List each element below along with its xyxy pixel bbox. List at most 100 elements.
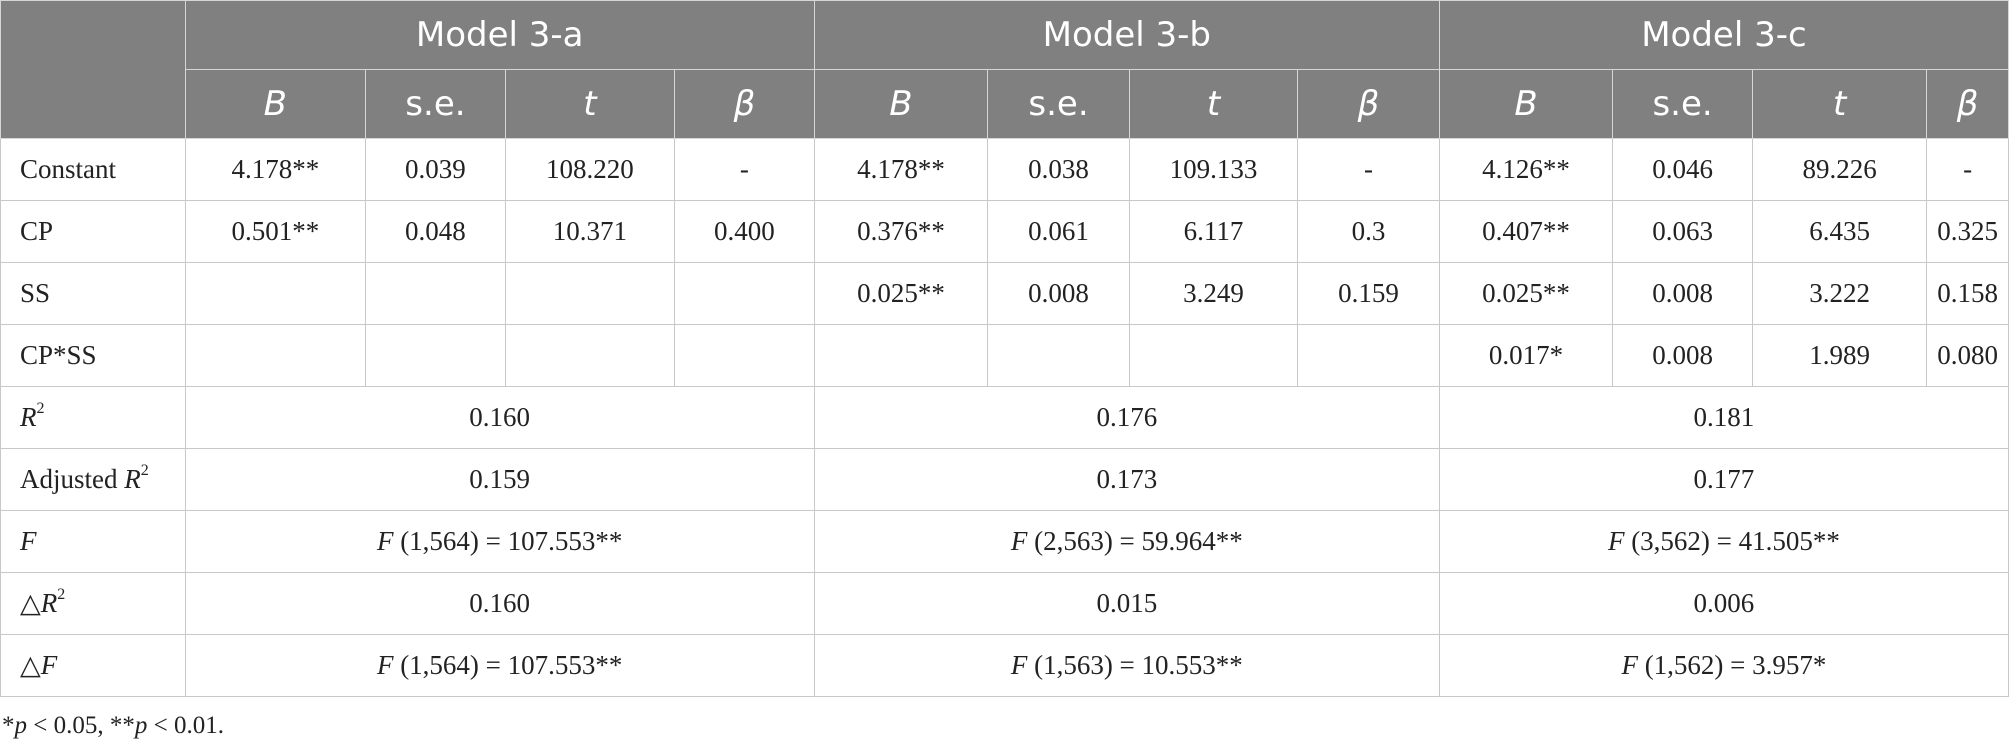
footnote-p: p [14,712,28,739]
row-label: △R2 [0,572,186,635]
table-cell: 0.063 [1612,200,1753,263]
f-symbol: F [1607,526,1625,556]
footnote-text: * [2,712,15,739]
summary-cell: F (2,563) = 59.964** [813,510,1440,573]
summary-cell: 0.006 [1438,572,2009,635]
footnote-text: < 0.05, ** [27,712,135,739]
summary-cell: 0.177 [1438,448,2009,511]
f-symbol: F [1010,526,1028,556]
column-header: B [813,69,989,139]
table-cell: 0.025** [813,262,989,325]
table-cell [1128,324,1299,387]
row-label: Constant [0,138,186,201]
table-row: SS 0.025** 0.008 3.249 0.159 0.025** 0.0… [0,262,2009,325]
column-header: t [504,69,676,139]
summary-cell: F (1,563) = 10.553** [813,634,1440,697]
table-cell [504,262,676,325]
table-cell: 0.038 [987,138,1130,201]
r-symbol: R [20,402,37,432]
table-cell: 10.371 [504,200,676,263]
table-cell: - [1297,138,1440,201]
summary-row-r2: R2 0.160 0.176 0.181 [0,386,2009,449]
column-header: t [1128,69,1299,139]
table-cell: 4.178** [184,138,367,201]
table-cell: 0.159 [1297,262,1440,325]
model-header: Model 3-b [813,0,1440,70]
table-cell: 4.178** [813,138,989,201]
table-cell: 0.3 [1297,200,1440,263]
table-cell: 4.126** [1438,138,1614,201]
row-label: CP [0,200,186,263]
f-symbol: F [376,526,394,556]
table-cell: 3.249 [1128,262,1299,325]
table-cell: 6.435 [1751,200,1928,263]
summary-cell: F (1,562) = 3.957* [1438,634,2009,697]
regression-table: Model 3-a Model 3-b Model 3-c B s.e. t β… [0,0,2009,697]
summary-row-delta-r2: △R2 0.160 0.015 0.006 [0,572,2009,635]
column-header: B [1438,69,1614,139]
table-row: CP*SS 0.017* 0.008 1.989 0.080 [0,324,2009,387]
corner-header-cell [0,0,186,139]
summary-cell: 0.173 [813,448,1440,511]
table-cell: 0.008 [987,262,1130,325]
superscript: 2 [36,400,45,417]
column-header: B [184,69,367,139]
row-label: CP*SS [0,324,186,387]
table-cell [365,324,506,387]
row-label: Adjusted R2 [0,448,186,511]
f-symbol: F [40,650,58,680]
table-cell [184,262,367,325]
footnote-p: p [134,712,148,739]
superscript: 2 [140,462,149,479]
table-cell [1297,324,1440,387]
table-cell: 0.325 [1926,200,2009,263]
table-cell [184,324,367,387]
row-label: SS [0,262,186,325]
table-footnote: *p < 0.05, **p < 0.01. [2,712,224,740]
summary-row-f: F F (1,564) = 107.553** F (2,563) = 59.9… [0,510,2009,573]
table-cell: 0.048 [365,200,506,263]
f-symbol: F [1621,650,1638,680]
label-prefix: Adjusted [20,464,125,494]
summary-row-delta-f: △F F (1,564) = 107.553** F (1,563) = 10.… [0,634,2009,697]
column-header: β [1297,69,1440,139]
table-cell: 0.080 [1926,324,2009,387]
table-cell: 0.008 [1612,262,1753,325]
column-header: s.e. [1612,69,1753,139]
summary-cell: 0.160 [184,386,815,449]
table-cell: 0.407** [1438,200,1614,263]
table-row: Constant 4.178** 0.039 108.220 - 4.178**… [0,138,2009,201]
table-cell: - [674,138,815,201]
table-cell: 108.220 [504,138,676,201]
summary-cell: F (1,564) = 107.553** [184,634,815,697]
table-cell: - [1926,138,2009,201]
summary-cell: 0.176 [813,386,1440,449]
table-cell: 1.989 [1751,324,1928,387]
delta-icon: △ [20,588,41,618]
table-cell [365,262,506,325]
f-value: (1,563) = 10.553** [1027,650,1243,680]
table-cell: 6.117 [1128,200,1299,263]
column-header: s.e. [987,69,1130,139]
table-row: CP 0.501** 0.048 10.371 0.400 0.376** 0.… [0,200,2009,263]
table-cell: 109.133 [1128,138,1299,201]
table-cell: 0.017* [1438,324,1614,387]
model-header: Model 3-c [1438,0,2009,70]
r-symbol: R [124,464,141,494]
f-symbol: F [1010,650,1028,680]
f-symbol: F [376,650,394,680]
column-header: t [1751,69,1928,139]
table-cell [813,324,989,387]
table-cell: 0.061 [987,200,1130,263]
column-header: β [674,69,815,139]
summary-cell: 0.159 [184,448,815,511]
summary-cell: 0.160 [184,572,815,635]
table-cell [987,324,1130,387]
row-label: R2 [0,386,186,449]
row-label: F [0,510,186,573]
summary-cell: F (3,562) = 41.505** [1438,510,2009,573]
superscript: 2 [57,586,66,603]
table-cell: 0.046 [1612,138,1753,201]
row-label: △F [0,634,186,697]
table-cell: 3.222 [1751,262,1928,325]
